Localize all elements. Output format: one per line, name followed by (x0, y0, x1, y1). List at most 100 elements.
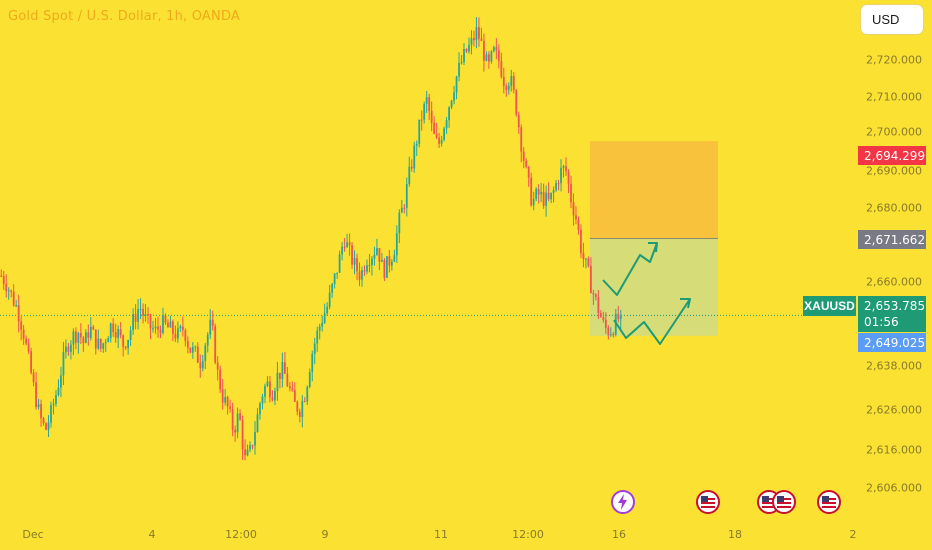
candle-body (398, 212, 401, 234)
candle (279, 372, 281, 389)
lightning-icon[interactable] (611, 490, 635, 514)
candle-body (27, 343, 30, 352)
candle-body (15, 305, 18, 307)
candle (281, 352, 284, 388)
candle-body (582, 253, 585, 260)
candle (331, 282, 334, 298)
candle (425, 90, 428, 113)
arrow-head[interactable] (648, 242, 658, 253)
candle-body (92, 326, 95, 330)
candle-body (473, 38, 475, 41)
candle-body (378, 248, 381, 262)
candle (60, 366, 62, 398)
candle-body (565, 166, 567, 172)
stop-loss-zone[interactable] (590, 141, 718, 239)
candle (35, 371, 37, 410)
candle-body (450, 100, 453, 108)
us-flag-icon[interactable] (772, 490, 796, 514)
candle-body (368, 265, 371, 267)
entry-price-tag: 2,671.662 (858, 230, 926, 249)
candle (500, 52, 503, 79)
candle (139, 298, 142, 320)
candle-body (328, 292, 331, 307)
candle (313, 337, 316, 365)
us-flag-icon[interactable] (817, 490, 841, 514)
candle (592, 289, 595, 305)
candle-body (587, 258, 590, 267)
currency-button[interactable]: USD (861, 5, 923, 34)
us-flag-icon[interactable] (696, 490, 720, 514)
candle (356, 253, 358, 281)
candle (261, 393, 264, 410)
candle (124, 345, 127, 350)
candle-body (296, 401, 299, 412)
candle (167, 319, 169, 328)
candle (341, 241, 343, 261)
candle-body (241, 419, 244, 450)
candle-body (159, 329, 162, 333)
candle (72, 328, 75, 356)
candle (22, 325, 25, 345)
candle-body (70, 344, 72, 352)
candle (366, 259, 368, 275)
candle (512, 72, 515, 94)
candle-body (560, 167, 562, 184)
candle-body (592, 293, 595, 295)
candle-body (338, 254, 341, 273)
candle-body (196, 346, 199, 363)
candle (122, 334, 125, 357)
candle (112, 318, 115, 337)
candle (490, 50, 493, 64)
candle-body (114, 332, 117, 338)
time-axis-label: 12:00 (225, 528, 257, 541)
candle-body (129, 330, 132, 340)
candle-body (433, 122, 436, 134)
price-axis-label: 2,638.000 (866, 359, 922, 373)
candle (117, 325, 120, 349)
candle-body (602, 317, 605, 320)
candle-body (244, 449, 246, 456)
candle (229, 399, 232, 413)
candle-body (219, 369, 222, 390)
time-axis-label: 11 (434, 528, 448, 541)
projection-arrow-up[interactable] (602, 242, 658, 296)
take-profit-zone[interactable] (590, 238, 718, 336)
candle-body (413, 145, 416, 169)
candle (57, 379, 60, 397)
candle-body (542, 191, 545, 206)
candle-body (17, 305, 20, 322)
candle-body (453, 92, 455, 101)
candle-body (604, 319, 607, 328)
candle-body (390, 261, 393, 266)
candle (37, 398, 40, 410)
candle (176, 321, 179, 343)
arrow-head[interactable] (680, 298, 691, 309)
candle (65, 339, 67, 359)
candle (303, 397, 306, 403)
candle (468, 37, 470, 54)
candle (398, 209, 401, 244)
candle (565, 157, 567, 176)
candle-body (271, 397, 274, 401)
candle (445, 117, 448, 134)
candle (181, 316, 184, 337)
candle-body (403, 207, 406, 209)
candle-body (552, 190, 555, 193)
candle-body (306, 387, 309, 402)
candle-body (343, 246, 346, 248)
candle (560, 159, 562, 192)
candle (201, 354, 204, 372)
candle-body (497, 50, 500, 61)
candle (191, 342, 194, 359)
candle-body (308, 372, 311, 388)
candle-body (209, 319, 212, 335)
projection-arrow-down[interactable] (613, 298, 691, 345)
candle-body (445, 120, 448, 129)
candle (604, 312, 607, 334)
candle-body (331, 283, 334, 293)
candle-body (72, 331, 75, 345)
candle-body (321, 322, 324, 327)
candle (291, 381, 294, 392)
